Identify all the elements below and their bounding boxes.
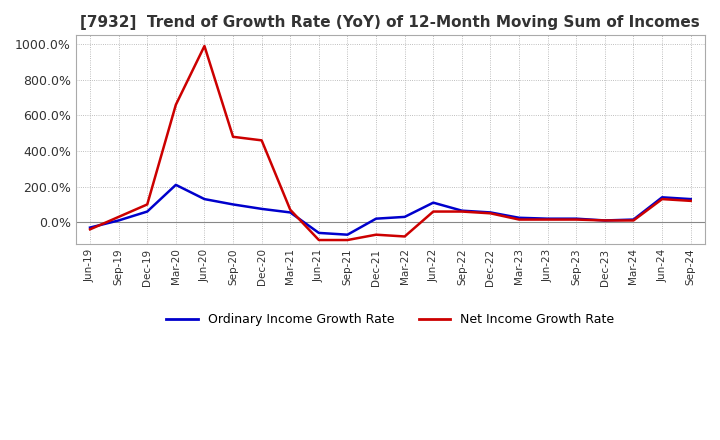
Net Income Growth Rate xyxy=(400,234,409,239)
Ordinary Income Growth Rate xyxy=(143,209,152,214)
Ordinary Income Growth Rate xyxy=(315,230,323,235)
Ordinary Income Growth Rate xyxy=(286,210,294,215)
Net Income Growth Rate xyxy=(429,209,438,214)
Ordinary Income Growth Rate xyxy=(400,214,409,220)
Net Income Growth Rate xyxy=(629,218,638,223)
Ordinary Income Growth Rate xyxy=(600,218,609,223)
Ordinary Income Growth Rate xyxy=(343,232,352,237)
Net Income Growth Rate xyxy=(343,238,352,243)
Title: [7932]  Trend of Growth Rate (YoY) of 12-Month Moving Sum of Incomes: [7932] Trend of Growth Rate (YoY) of 12-… xyxy=(81,15,701,30)
Net Income Growth Rate xyxy=(200,44,209,49)
Net Income Growth Rate xyxy=(171,102,180,107)
Line: Net Income Growth Rate: Net Income Growth Rate xyxy=(90,46,690,240)
Ordinary Income Growth Rate xyxy=(114,218,123,223)
Net Income Growth Rate xyxy=(315,238,323,243)
Ordinary Income Growth Rate xyxy=(171,182,180,187)
Ordinary Income Growth Rate xyxy=(544,216,552,221)
Ordinary Income Growth Rate xyxy=(429,200,438,205)
Ordinary Income Growth Rate xyxy=(200,196,209,202)
Net Income Growth Rate xyxy=(486,211,495,216)
Ordinary Income Growth Rate xyxy=(372,216,380,221)
Net Income Growth Rate xyxy=(600,218,609,223)
Ordinary Income Growth Rate xyxy=(457,208,466,213)
Ordinary Income Growth Rate xyxy=(257,206,266,212)
Ordinary Income Growth Rate xyxy=(86,225,94,230)
Line: Ordinary Income Growth Rate: Ordinary Income Growth Rate xyxy=(90,185,690,235)
Ordinary Income Growth Rate xyxy=(629,217,638,222)
Ordinary Income Growth Rate xyxy=(686,196,695,202)
Ordinary Income Growth Rate xyxy=(515,215,523,220)
Ordinary Income Growth Rate xyxy=(486,210,495,215)
Net Income Growth Rate xyxy=(143,202,152,207)
Net Income Growth Rate xyxy=(286,207,294,213)
Net Income Growth Rate xyxy=(229,134,238,139)
Ordinary Income Growth Rate xyxy=(229,202,238,207)
Ordinary Income Growth Rate xyxy=(572,216,580,221)
Net Income Growth Rate xyxy=(544,217,552,222)
Ordinary Income Growth Rate xyxy=(658,194,667,200)
Net Income Growth Rate xyxy=(572,217,580,222)
Net Income Growth Rate xyxy=(658,196,667,202)
Net Income Growth Rate xyxy=(686,198,695,204)
Net Income Growth Rate xyxy=(515,217,523,222)
Net Income Growth Rate xyxy=(457,209,466,214)
Net Income Growth Rate xyxy=(372,232,380,237)
Net Income Growth Rate xyxy=(86,227,94,232)
Net Income Growth Rate xyxy=(257,138,266,143)
Net Income Growth Rate xyxy=(114,214,123,220)
Legend: Ordinary Income Growth Rate, Net Income Growth Rate: Ordinary Income Growth Rate, Net Income … xyxy=(161,308,619,331)
